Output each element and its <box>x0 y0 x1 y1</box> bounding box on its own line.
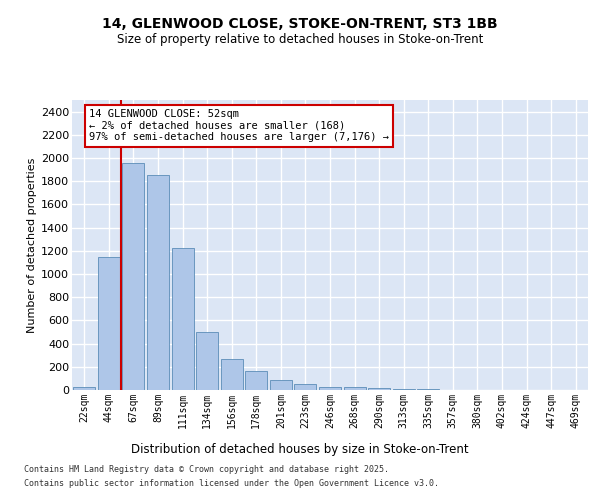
Bar <box>98 256 120 390</box>
Bar <box>147 175 169 390</box>
Bar <box>73 387 95 390</box>
Bar <box>368 388 390 390</box>
Y-axis label: Number of detached properties: Number of detached properties <box>27 158 37 332</box>
Bar <box>122 162 145 390</box>
Bar <box>295 384 316 390</box>
Text: 14 GLENWOOD CLOSE: 52sqm
← 2% of detached houses are smaller (168)
97% of semi-d: 14 GLENWOOD CLOSE: 52sqm ← 2% of detache… <box>89 110 389 142</box>
Text: Size of property relative to detached houses in Stoke-on-Trent: Size of property relative to detached ho… <box>117 32 483 46</box>
Text: 14, GLENWOOD CLOSE, STOKE-ON-TRENT, ST3 1BB: 14, GLENWOOD CLOSE, STOKE-ON-TRENT, ST3 … <box>102 18 498 32</box>
Bar <box>344 387 365 390</box>
Text: Contains HM Land Registry data © Crown copyright and database right 2025.: Contains HM Land Registry data © Crown c… <box>24 466 389 474</box>
Bar <box>392 389 415 390</box>
Bar <box>245 371 268 390</box>
Text: Distribution of detached houses by size in Stoke-on-Trent: Distribution of detached houses by size … <box>131 442 469 456</box>
Bar <box>196 332 218 390</box>
Text: Contains public sector information licensed under the Open Government Licence v3: Contains public sector information licen… <box>24 479 439 488</box>
Bar <box>221 358 243 390</box>
Bar <box>319 387 341 390</box>
Bar <box>172 248 194 390</box>
Bar <box>270 380 292 390</box>
